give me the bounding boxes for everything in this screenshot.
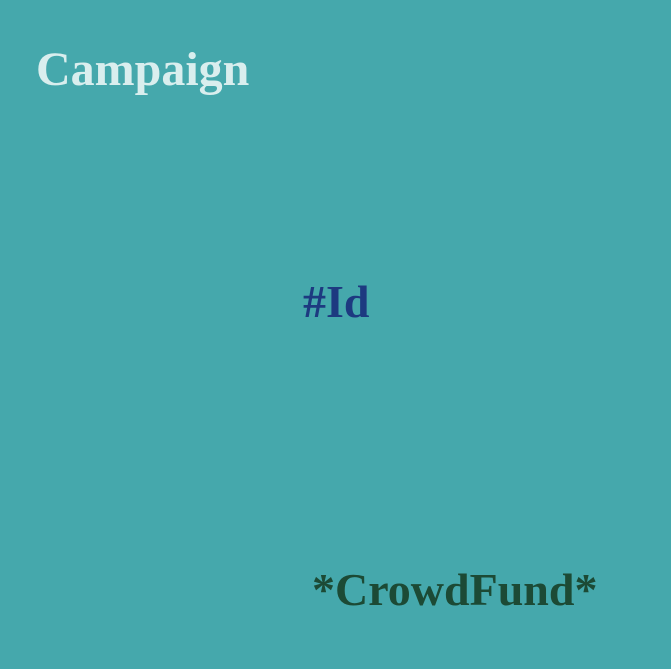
crowdfund-tag: *CrowdFund* (312, 564, 598, 615)
campaign-heading: Campaign (36, 43, 250, 96)
id-tag: #Id (303, 276, 370, 327)
